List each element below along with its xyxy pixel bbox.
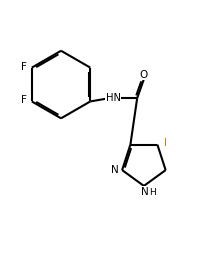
Text: O: O — [140, 70, 148, 80]
Text: F: F — [21, 61, 27, 72]
Text: F: F — [21, 95, 27, 105]
Text: HN: HN — [106, 93, 121, 103]
Text: I: I — [164, 138, 167, 148]
Text: N: N — [141, 187, 149, 197]
Text: H: H — [149, 188, 156, 197]
Text: N: N — [111, 165, 119, 175]
